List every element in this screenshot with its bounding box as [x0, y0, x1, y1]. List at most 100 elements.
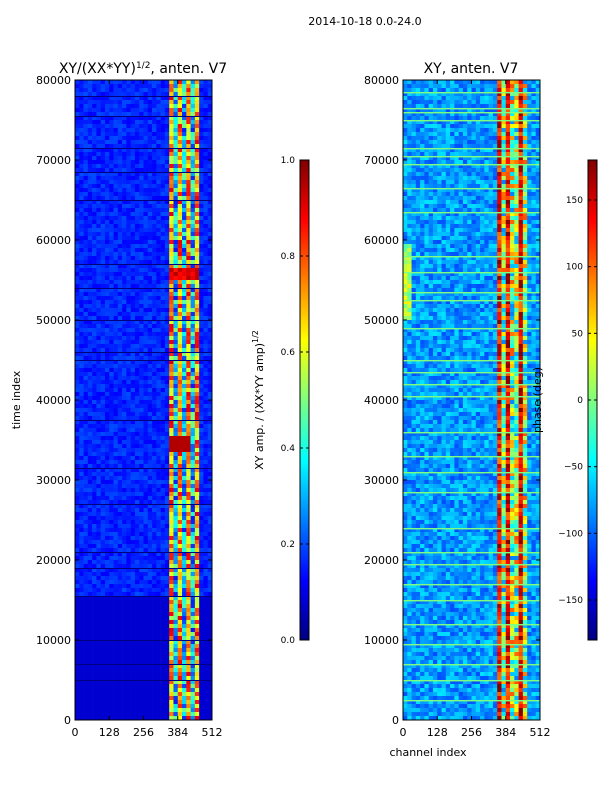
- heatmap-cell: [194, 264, 200, 269]
- heatmap-cell: [139, 384, 144, 389]
- heatmap-cell: [186, 184, 191, 189]
- heatmap-cell: [207, 248, 212, 253]
- heatmap-cell: [203, 448, 209, 453]
- heatmap-cell: [169, 380, 174, 385]
- heatmap-cell: [122, 560, 127, 565]
- heatmap-cell: [134, 248, 140, 253]
- heatmap-cell: [130, 376, 136, 381]
- heatmap-cell: [194, 204, 200, 209]
- heatmap-cell: [96, 248, 101, 253]
- heatmap-cell: [104, 520, 110, 525]
- heatmap-cell: [207, 480, 212, 485]
- heatmap-cell: [177, 440, 183, 445]
- heatmap-cell: [194, 288, 200, 293]
- heatmap-cell: [100, 488, 106, 493]
- heatmap-cell: [169, 320, 174, 325]
- heatmap-cell: [207, 460, 212, 465]
- heatmap-cell: [104, 80, 110, 85]
- heatmap-cell: [186, 700, 191, 705]
- heatmap-cell: [160, 176, 166, 181]
- heatmap-cell: [104, 460, 110, 465]
- heatmap-cell: [177, 308, 183, 313]
- heatmap-cell: [134, 196, 140, 201]
- heatmap-cell: [194, 520, 200, 525]
- heatmap-cell: [160, 384, 166, 389]
- heatmap-cell: [190, 84, 196, 89]
- heatmap-cell: [173, 596, 179, 601]
- heatmap-cell: [177, 216, 183, 221]
- heatmap-cell: [164, 128, 170, 133]
- heatmap-cell: [203, 192, 209, 197]
- heatmap-cell: [83, 208, 89, 213]
- heatmap-cell: [147, 144, 153, 149]
- heatmap-cell: [169, 164, 174, 169]
- heatmap-cell: [83, 88, 89, 93]
- heatmap-cell: [143, 268, 149, 273]
- heatmap-cell: [79, 156, 84, 161]
- heatmap-cell: [100, 368, 106, 373]
- heatmap-cell: [194, 700, 200, 705]
- heatmap-cell: [199, 552, 204, 557]
- heatmap-cell: [173, 552, 179, 557]
- heatmap-cell: [117, 96, 123, 101]
- heatmap-cell: [113, 656, 119, 661]
- heatmap-cell: [79, 128, 84, 133]
- heatmap-cell: [177, 472, 183, 477]
- heatmap-cell: [83, 620, 89, 625]
- heatmap-cell: [130, 148, 136, 153]
- heatmap-cell: [96, 672, 101, 677]
- heatmap-cell: [139, 200, 144, 205]
- heatmap-cell: [182, 488, 187, 493]
- heatmap-cell: [75, 648, 80, 653]
- heatmap-cell: [186, 112, 191, 117]
- heatmap-cell: [92, 352, 97, 357]
- heatmap-cell: [182, 232, 187, 237]
- heatmap-cell: [79, 216, 84, 221]
- heatmap-cell: [87, 580, 93, 585]
- heatmap-cell: [152, 668, 157, 673]
- heatmap-cell: [130, 676, 136, 681]
- heatmap-cell: [186, 576, 191, 581]
- heatmap-cell: [92, 232, 97, 237]
- heatmap-cell: [160, 416, 166, 421]
- heatmap-cell: [160, 432, 166, 437]
- heatmap-cell: [134, 376, 140, 381]
- heatmap-cell: [134, 176, 140, 181]
- heatmap-cell: [194, 484, 200, 489]
- heatmap-cell: [126, 212, 131, 217]
- heatmap-cell: [122, 616, 127, 621]
- heatmap-cell: [134, 184, 140, 189]
- heatmap-cell: [92, 488, 97, 493]
- heatmap-cell: [117, 348, 123, 353]
- heatmap-cell: [203, 132, 209, 137]
- heatmap-cell: [100, 328, 106, 333]
- heatmap-cell: [194, 316, 200, 321]
- heatmap-cell: [126, 352, 131, 357]
- heatmap-cell: [147, 96, 153, 101]
- heatmap-cell: [92, 176, 97, 181]
- heatmap-cell: [160, 268, 166, 273]
- heatmap-cell: [147, 240, 153, 245]
- heatmap-cell: [130, 576, 136, 581]
- heatmap-cell: [194, 332, 200, 337]
- heatmap-cell: [113, 192, 119, 197]
- heatmap-cell: [83, 136, 89, 141]
- heatmap-cell: [134, 688, 140, 693]
- heatmap-cell: [83, 184, 89, 189]
- heatmap-cell: [169, 516, 174, 521]
- heatmap-cell: [152, 204, 157, 209]
- heatmap-cell: [79, 300, 84, 305]
- heatmap-cell: [79, 548, 84, 553]
- heatmap-cell: [104, 528, 110, 533]
- heatmap-cell: [186, 488, 191, 493]
- heatmap-cell: [134, 600, 140, 605]
- heatmap-cell: [87, 304, 93, 309]
- heatmap-cell: [190, 604, 196, 609]
- heatmap-cell: [169, 180, 174, 185]
- heatmap-cell: [130, 88, 136, 93]
- heatmap-cell: [164, 508, 170, 513]
- heatmap-cell: [79, 416, 84, 421]
- heatmap-cell: [207, 108, 212, 113]
- heatmap-cell: [169, 428, 174, 433]
- heatmap-cell: [130, 560, 136, 565]
